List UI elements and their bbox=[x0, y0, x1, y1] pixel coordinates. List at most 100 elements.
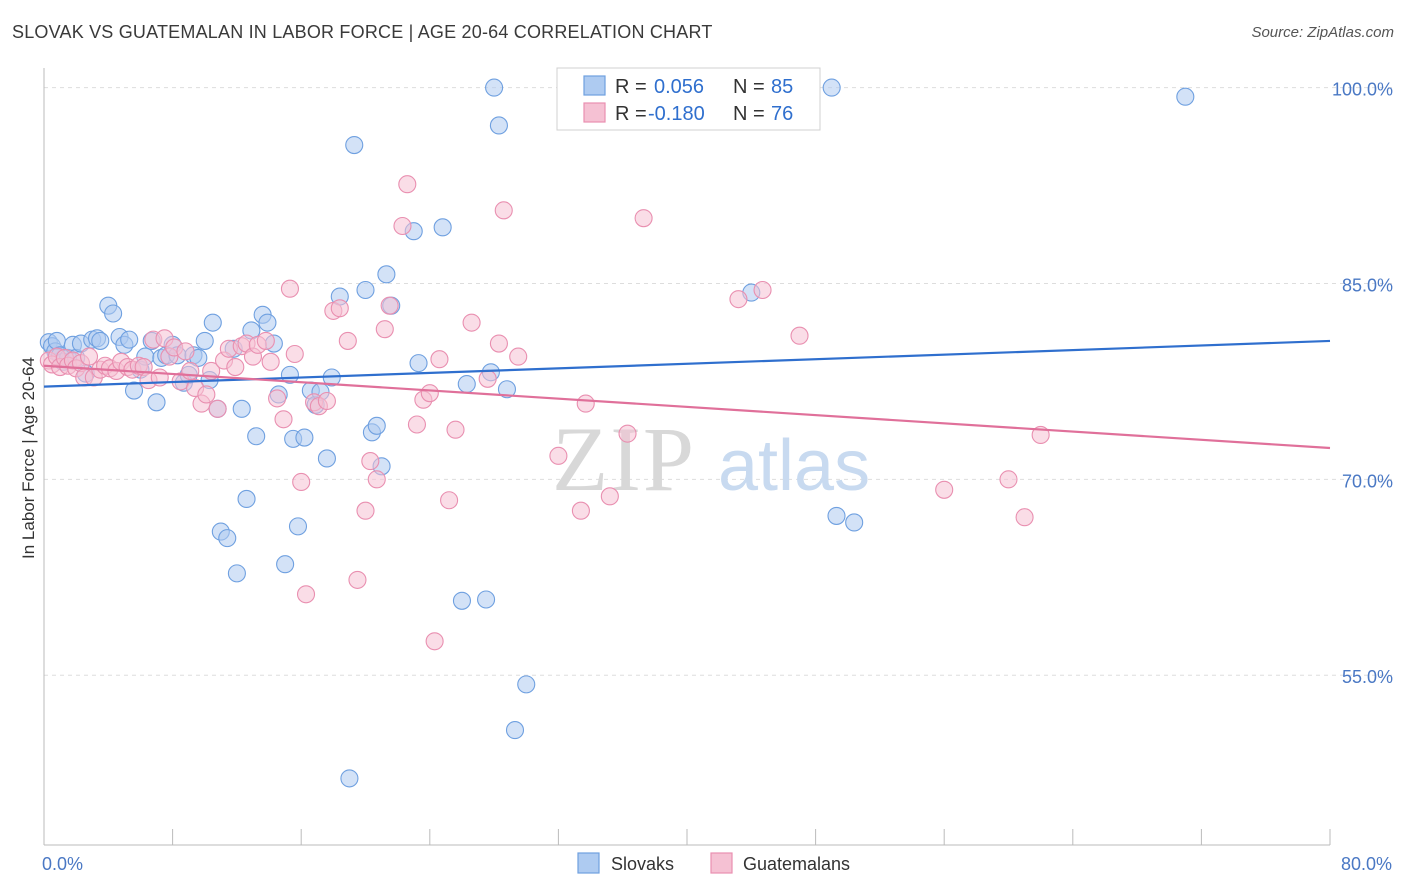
data-point bbox=[79, 347, 99, 366]
y-tick-label: 55.0% bbox=[1342, 667, 1393, 687]
slovaks-swatch bbox=[583, 75, 606, 96]
data-point bbox=[729, 290, 748, 309]
data-point bbox=[258, 313, 277, 332]
data-point bbox=[181, 361, 200, 381]
legend-guatemalans-label: Guatemalans bbox=[743, 854, 850, 874]
data-point bbox=[517, 675, 536, 694]
data-point bbox=[120, 330, 139, 349]
data-point bbox=[377, 265, 396, 284]
data-point bbox=[462, 313, 481, 332]
guatemalans-n-value: 76 bbox=[771, 103, 793, 125]
data-point bbox=[338, 331, 357, 350]
data-point bbox=[345, 135, 364, 155]
data-point bbox=[280, 279, 299, 298]
slovaks-n-label: N = bbox=[733, 76, 765, 98]
data-point bbox=[348, 570, 367, 589]
data-point bbox=[232, 399, 251, 418]
y-tick-label: 100.0% bbox=[1332, 80, 1393, 100]
x-tick-label: 0.0% bbox=[42, 854, 83, 874]
data-point bbox=[497, 380, 517, 399]
source-label: Source: ZipAtlas.com bbox=[1251, 24, 1394, 41]
data-point bbox=[489, 334, 508, 353]
slovaks-r-value: 0.056 bbox=[654, 76, 704, 98]
data-point bbox=[247, 427, 266, 446]
data-point bbox=[790, 326, 809, 345]
guatemalans-r-label: R = bbox=[615, 103, 647, 125]
data-point bbox=[226, 357, 245, 377]
data-point bbox=[124, 381, 144, 400]
data-point bbox=[356, 501, 375, 520]
series-legend: Slovaks Guatemalans bbox=[577, 852, 850, 874]
stats-legend: R = 0.056 N = 85 R = -0.180 N = 76 bbox=[556, 67, 821, 131]
x-tick-label: 80.0% bbox=[1341, 854, 1392, 874]
data-point bbox=[261, 352, 280, 371]
data-point bbox=[330, 299, 349, 318]
data-point bbox=[292, 472, 311, 492]
data-point bbox=[176, 342, 195, 361]
data-point bbox=[393, 216, 412, 236]
trend-line-guatemalans bbox=[43, 364, 1331, 450]
data-point bbox=[489, 116, 508, 135]
data-point bbox=[256, 331, 275, 350]
data-point bbox=[571, 501, 590, 520]
data-point bbox=[822, 78, 841, 97]
chart-title: SLOVAK VS GUATEMALAN IN LABOR FORCE | AG… bbox=[12, 22, 713, 42]
data-point bbox=[356, 280, 375, 300]
data-point bbox=[398, 175, 417, 194]
data-point bbox=[452, 591, 472, 610]
data-point bbox=[845, 513, 864, 532]
x-tick-labels: 0.0% 80.0% bbox=[42, 854, 1392, 874]
data-point bbox=[999, 470, 1018, 489]
data-point bbox=[446, 420, 465, 439]
data-point bbox=[430, 350, 449, 369]
data-point bbox=[340, 769, 359, 788]
y-axis-label: In Labor Force | Age 20-64 bbox=[19, 357, 38, 559]
data-point bbox=[380, 296, 399, 315]
data-point bbox=[494, 201, 513, 220]
data-point bbox=[274, 410, 293, 429]
data-point bbox=[425, 632, 444, 651]
data-point bbox=[288, 517, 308, 536]
axes bbox=[43, 68, 1331, 846]
legend-guatemalans-swatch bbox=[710, 852, 733, 874]
series-guatemalans-points bbox=[39, 175, 1050, 651]
trend-lines bbox=[43, 339, 1331, 450]
data-point bbox=[433, 218, 452, 237]
y-tick-label: 85.0% bbox=[1342, 275, 1393, 295]
data-point bbox=[600, 487, 619, 506]
data-point bbox=[634, 209, 653, 228]
legend-slovaks-label: Slovaks bbox=[611, 854, 674, 874]
data-point bbox=[197, 385, 216, 404]
guatemalans-n-label: N = bbox=[733, 103, 765, 125]
data-point bbox=[618, 424, 637, 443]
data-point bbox=[367, 470, 386, 489]
data-point bbox=[407, 415, 426, 434]
data-point bbox=[295, 428, 314, 447]
data-point bbox=[276, 555, 295, 574]
watermark-zip: ZIP bbox=[552, 408, 696, 510]
data-point bbox=[203, 313, 222, 332]
data-point bbox=[237, 489, 256, 508]
data-point bbox=[367, 416, 386, 435]
y-tick-labels: 100.0% 85.0% 70.0% 55.0% bbox=[1332, 80, 1393, 688]
data-point bbox=[104, 304, 123, 323]
data-point bbox=[409, 354, 428, 373]
slovaks-n-value: 85 bbox=[771, 76, 793, 98]
data-point bbox=[361, 452, 380, 471]
data-point bbox=[440, 491, 459, 510]
data-point bbox=[317, 449, 336, 468]
data-point bbox=[268, 389, 287, 408]
data-point bbox=[147, 393, 166, 412]
data-point bbox=[420, 384, 439, 403]
data-point bbox=[1176, 87, 1195, 106]
data-point bbox=[753, 280, 772, 300]
data-point bbox=[509, 347, 528, 366]
data-point bbox=[317, 391, 336, 411]
data-point bbox=[375, 320, 394, 339]
data-point bbox=[91, 331, 110, 350]
data-point bbox=[935, 480, 954, 499]
watermark: ZIP atlas bbox=[552, 408, 870, 510]
grid-lines bbox=[44, 87, 1394, 676]
data-point bbox=[457, 374, 476, 394]
